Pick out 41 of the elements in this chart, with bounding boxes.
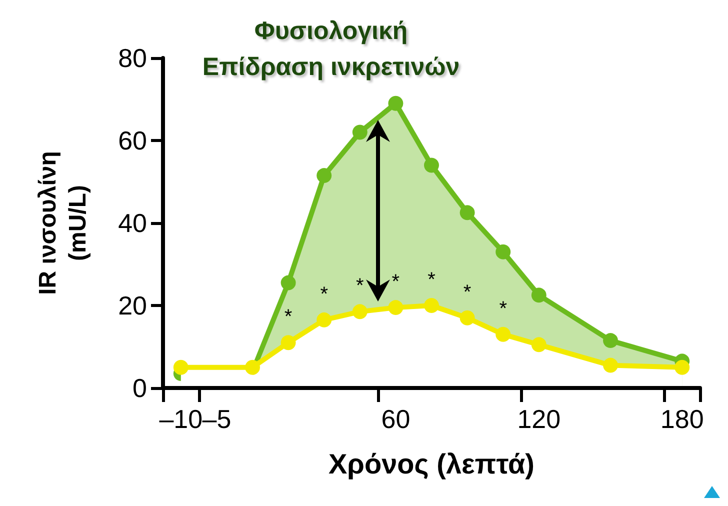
y-tick-label: 0 [132, 373, 147, 403]
point [424, 158, 439, 173]
point [245, 360, 260, 375]
point [603, 333, 618, 348]
point [280, 275, 296, 290]
x-tick-label: 180 [660, 404, 704, 434]
point [603, 358, 618, 373]
point [531, 337, 546, 352]
data-label: * [428, 269, 436, 291]
point [388, 300, 404, 316]
data-label: * [499, 298, 508, 320]
point [531, 288, 546, 303]
x-axis-title: Χρόνος (λεπτά) [328, 448, 534, 480]
x-tick-label: –10 [159, 404, 203, 434]
data-label: * [463, 281, 472, 304]
point [280, 335, 296, 350]
point [388, 96, 404, 111]
y-tick-label: 40 [118, 208, 147, 238]
chart-title: Φυσιολογική Επίδραση ινκρετινών [202, 17, 460, 81]
point [316, 168, 332, 184]
data-label: * [392, 271, 400, 294]
x-tick-label: –5 [202, 404, 232, 434]
point [352, 304, 368, 320]
point [496, 326, 511, 342]
point [173, 360, 188, 375]
point [460, 205, 475, 220]
point [496, 244, 511, 260]
point [352, 124, 368, 140]
y-tick-label: 20 [118, 290, 147, 320]
x-tick-label: 120 [517, 404, 561, 434]
point [674, 360, 690, 375]
data-label: * [284, 306, 292, 328]
x-tick-label: 60 [381, 404, 410, 434]
y-tick-label: 60 [118, 126, 147, 156]
y-axis-title: IR ινσουλίνη (mU/L) [34, 151, 92, 295]
data-label: * [320, 283, 328, 306]
y-tick-label: 80 [118, 43, 147, 73]
point [460, 310, 475, 326]
point [424, 298, 439, 313]
data-label: * [356, 275, 364, 298]
point [316, 312, 332, 328]
